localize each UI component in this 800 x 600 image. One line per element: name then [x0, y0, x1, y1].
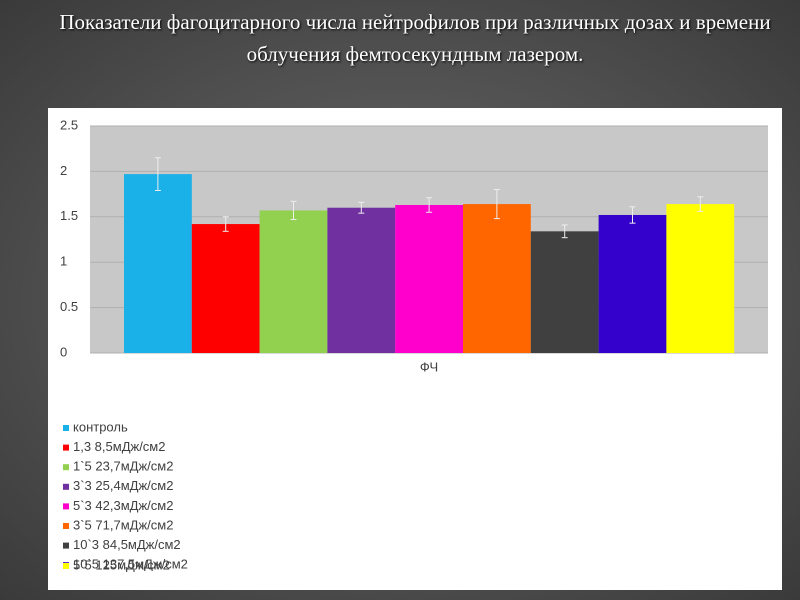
legend-swatch — [63, 444, 69, 451]
y-tick-label: 0.5 — [60, 299, 78, 314]
legend-label: 1,3 8,5мДж/см2 — [73, 439, 165, 454]
legend-label: 5`5 125мДж/см2 — [73, 557, 170, 572]
legend-swatch — [63, 523, 69, 529]
bar — [530, 231, 599, 353]
bar — [259, 210, 328, 353]
bar — [463, 204, 531, 353]
legend-swatch — [63, 542, 69, 549]
legend-label: контроль — [73, 419, 128, 434]
legend-label: 10`3 84,5мДж/см2 — [73, 537, 181, 552]
y-tick-label: 1 — [60, 254, 67, 269]
bar — [191, 224, 260, 353]
legend-swatch — [63, 464, 69, 471]
bar — [598, 214, 667, 353]
x-tick-label: ФЧ — [420, 359, 438, 374]
legend-label: 1`5 23,7мДж/см2 — [73, 459, 173, 474]
y-tick-label: 2 — [60, 163, 67, 178]
legend-label: 10`5 137,5мДж/см2 — [73, 557, 188, 572]
legend-label: 3`5 71,7мДж/см2 — [73, 517, 173, 532]
y-tick-label: 2.5 — [60, 117, 78, 132]
slide-title: Показатели фагоцитарного числа нейтрофил… — [59, 10, 771, 66]
y-tick-label: 1.5 — [60, 208, 78, 223]
bar — [395, 204, 463, 353]
legend-swatch — [63, 563, 69, 569]
legend-swatch — [63, 483, 69, 490]
legend-swatch — [63, 425, 69, 431]
bar — [327, 207, 396, 353]
legend-label: 5`3 42,3мДж/см2 — [73, 498, 173, 513]
legend-label: 3`3 25,4мДж/см2 — [73, 478, 173, 493]
bar — [124, 174, 192, 353]
legend-swatch — [63, 503, 69, 510]
bar — [666, 204, 735, 353]
y-tick-label: 0 — [60, 344, 67, 359]
